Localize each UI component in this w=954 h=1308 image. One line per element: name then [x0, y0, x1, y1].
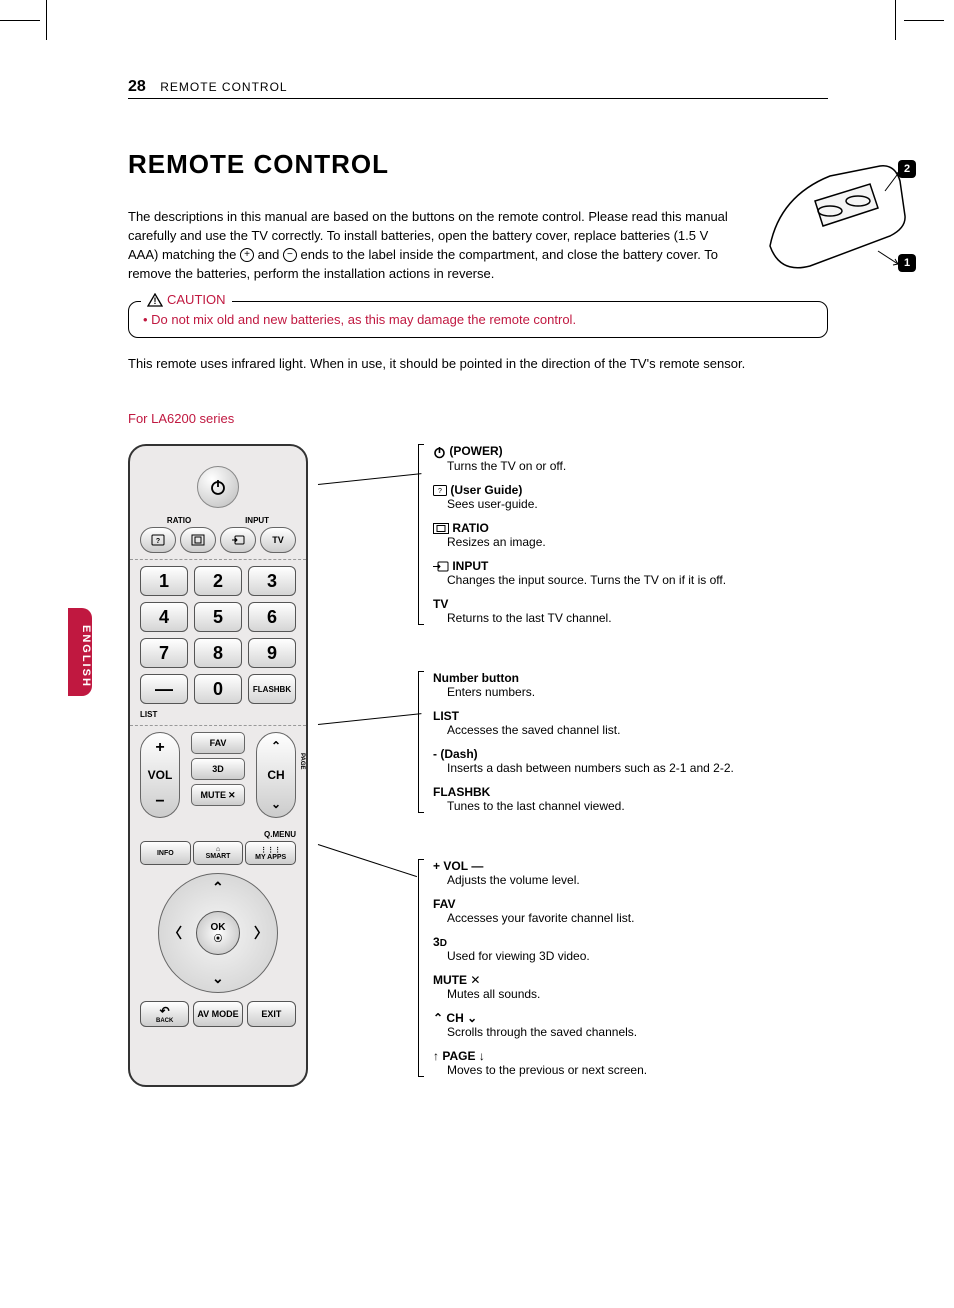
- 3d-button[interactable]: 3D: [191, 758, 245, 780]
- num-5[interactable]: 5: [194, 602, 242, 632]
- back-button[interactable]: ↶BACK: [140, 1001, 189, 1027]
- num-3[interactable]: 3: [248, 566, 296, 596]
- num-0[interactable]: 0: [194, 674, 242, 704]
- desc-item: RATIOResizes an image.: [433, 521, 828, 549]
- exit-button[interactable]: EXIT: [247, 1001, 296, 1027]
- desc-item: (POWER)Turns the TV on or off.: [433, 444, 828, 472]
- desc-group-3: + VOL —Adjusts the volume level. FAVAcces…: [418, 859, 828, 1077]
- num-4[interactable]: 4: [140, 602, 188, 632]
- page-label: PAGE: [299, 753, 305, 770]
- desc-item: - (Dash)Inserts a dash between numbers s…: [433, 747, 828, 775]
- mute-icon: ✕: [228, 790, 236, 801]
- grid-icon: ⋮⋮⋮: [260, 846, 281, 854]
- caution-box: ! CAUTION Do not mix old and new batteri…: [128, 301, 828, 338]
- num-1[interactable]: 1: [140, 566, 188, 596]
- series-label: For LA6200 series: [128, 411, 828, 426]
- num-6[interactable]: 6: [248, 602, 296, 632]
- channel-rocker[interactable]: ⌃ CH ⌄ PAGE: [256, 732, 296, 818]
- power-button[interactable]: [197, 466, 239, 508]
- svg-text:!: !: [154, 296, 157, 306]
- page-header: 28 REMOTE CONTROL: [128, 78, 828, 99]
- page-title: REMOTE CONTROL: [128, 149, 828, 180]
- desc-item: FLASHBKTunes to the last channel viewed.: [433, 785, 828, 813]
- flashbk-button[interactable]: FLASHBK: [248, 674, 296, 704]
- number-pad: 1 2 3 4 5 6 7 8 9 — 0 FLASHBK: [140, 566, 296, 704]
- chevron-down-icon: ⌄: [271, 797, 281, 811]
- remote-control-diagram: RATIOINPUT ? TV 1 2 3 4 5 6 7 8 9 —: [128, 444, 308, 1086]
- num-2[interactable]: 2: [194, 566, 242, 596]
- desc-item: + VOL —Adjusts the volume level.: [433, 859, 828, 887]
- battery-badge-1: 1: [898, 254, 916, 272]
- arrow-right-icon: 〉: [254, 923, 268, 943]
- home-icon: ⌂: [216, 846, 220, 853]
- arrow-left-icon: 〈: [168, 923, 182, 943]
- ratio-icon: [191, 534, 205, 546]
- input-button[interactable]: [220, 527, 256, 553]
- list-label: LIST: [140, 710, 296, 719]
- dash-button[interactable]: —: [140, 674, 188, 704]
- desc-item: MUTE ✕Mutes all sounds.: [433, 973, 828, 1001]
- num-7[interactable]: 7: [140, 638, 188, 668]
- header-section: REMOTE CONTROL: [160, 80, 287, 94]
- battery-badge-2: 2: [898, 160, 916, 178]
- page-number: 28: [128, 78, 146, 95]
- arrow-down-icon: ⌄: [212, 970, 224, 987]
- fav-button[interactable]: FAV: [191, 732, 245, 754]
- avmode-button[interactable]: AV MODE: [193, 1001, 242, 1027]
- dpad[interactable]: ⌃ ⌄ 〈 〉 OK⦿: [158, 873, 278, 993]
- desc-item: Number buttonEnters numbers.: [433, 671, 828, 699]
- desc-item: ⌃ CH ⌄Scrolls through the saved channels…: [433, 1011, 828, 1039]
- desc-item: FAVAccesses your favorite channel list.: [433, 897, 828, 925]
- caution-text: Do not mix old and new batteries, as thi…: [143, 312, 813, 327]
- guide-icon: ?: [151, 534, 165, 546]
- chevron-up-icon: ⌃: [271, 739, 281, 753]
- num-8[interactable]: 8: [194, 638, 242, 668]
- input-icon: [231, 534, 245, 546]
- svg-text:?: ?: [156, 538, 160, 545]
- num-9[interactable]: 9: [248, 638, 296, 668]
- svg-text:?: ?: [438, 488, 442, 495]
- smart-button[interactable]: ⌂SMART: [193, 841, 244, 865]
- arrow-up-icon: ⌃: [212, 879, 224, 896]
- volume-rocker[interactable]: + VOL −: [140, 732, 180, 818]
- back-icon: ↶: [160, 1004, 170, 1018]
- desc-item: LISTAccesses the saved channel list.: [433, 709, 828, 737]
- infrared-note: This remote uses infrared light. When in…: [128, 356, 828, 371]
- plus-icon: +: [240, 248, 254, 262]
- power-icon: [209, 478, 227, 496]
- desc-item: ? (User Guide)Sees user-guide.: [433, 483, 828, 511]
- user-guide-button[interactable]: ?: [140, 527, 176, 553]
- desc-item: 3DUsed for viewing 3D video.: [433, 935, 828, 963]
- language-tab: ENGLISH: [68, 608, 92, 696]
- desc-group-1: (POWER)Turns the TV on or off. ? (User Gu…: [418, 444, 828, 624]
- intro-paragraph: The descriptions in this manual are base…: [128, 208, 728, 283]
- desc-group-2: Number buttonEnters numbers. LISTAccesses…: [418, 671, 828, 813]
- desc-item: ↑ PAGE ↓Moves to the previous or next sc…: [433, 1049, 828, 1077]
- ratio-button[interactable]: [180, 527, 216, 553]
- minus-icon: −: [283, 248, 297, 262]
- mute-button[interactable]: MUTE✕: [191, 784, 245, 806]
- tv-button[interactable]: TV: [260, 527, 296, 553]
- info-button[interactable]: INFO: [140, 841, 191, 865]
- myapps-button[interactable]: ⋮⋮⋮MY APPS: [245, 841, 296, 865]
- desc-item: TVReturns to the last TV channel.: [433, 597, 828, 625]
- desc-item: INPUTChanges the input source. Turns the…: [433, 559, 828, 587]
- caution-label: ! CAUTION: [141, 292, 232, 307]
